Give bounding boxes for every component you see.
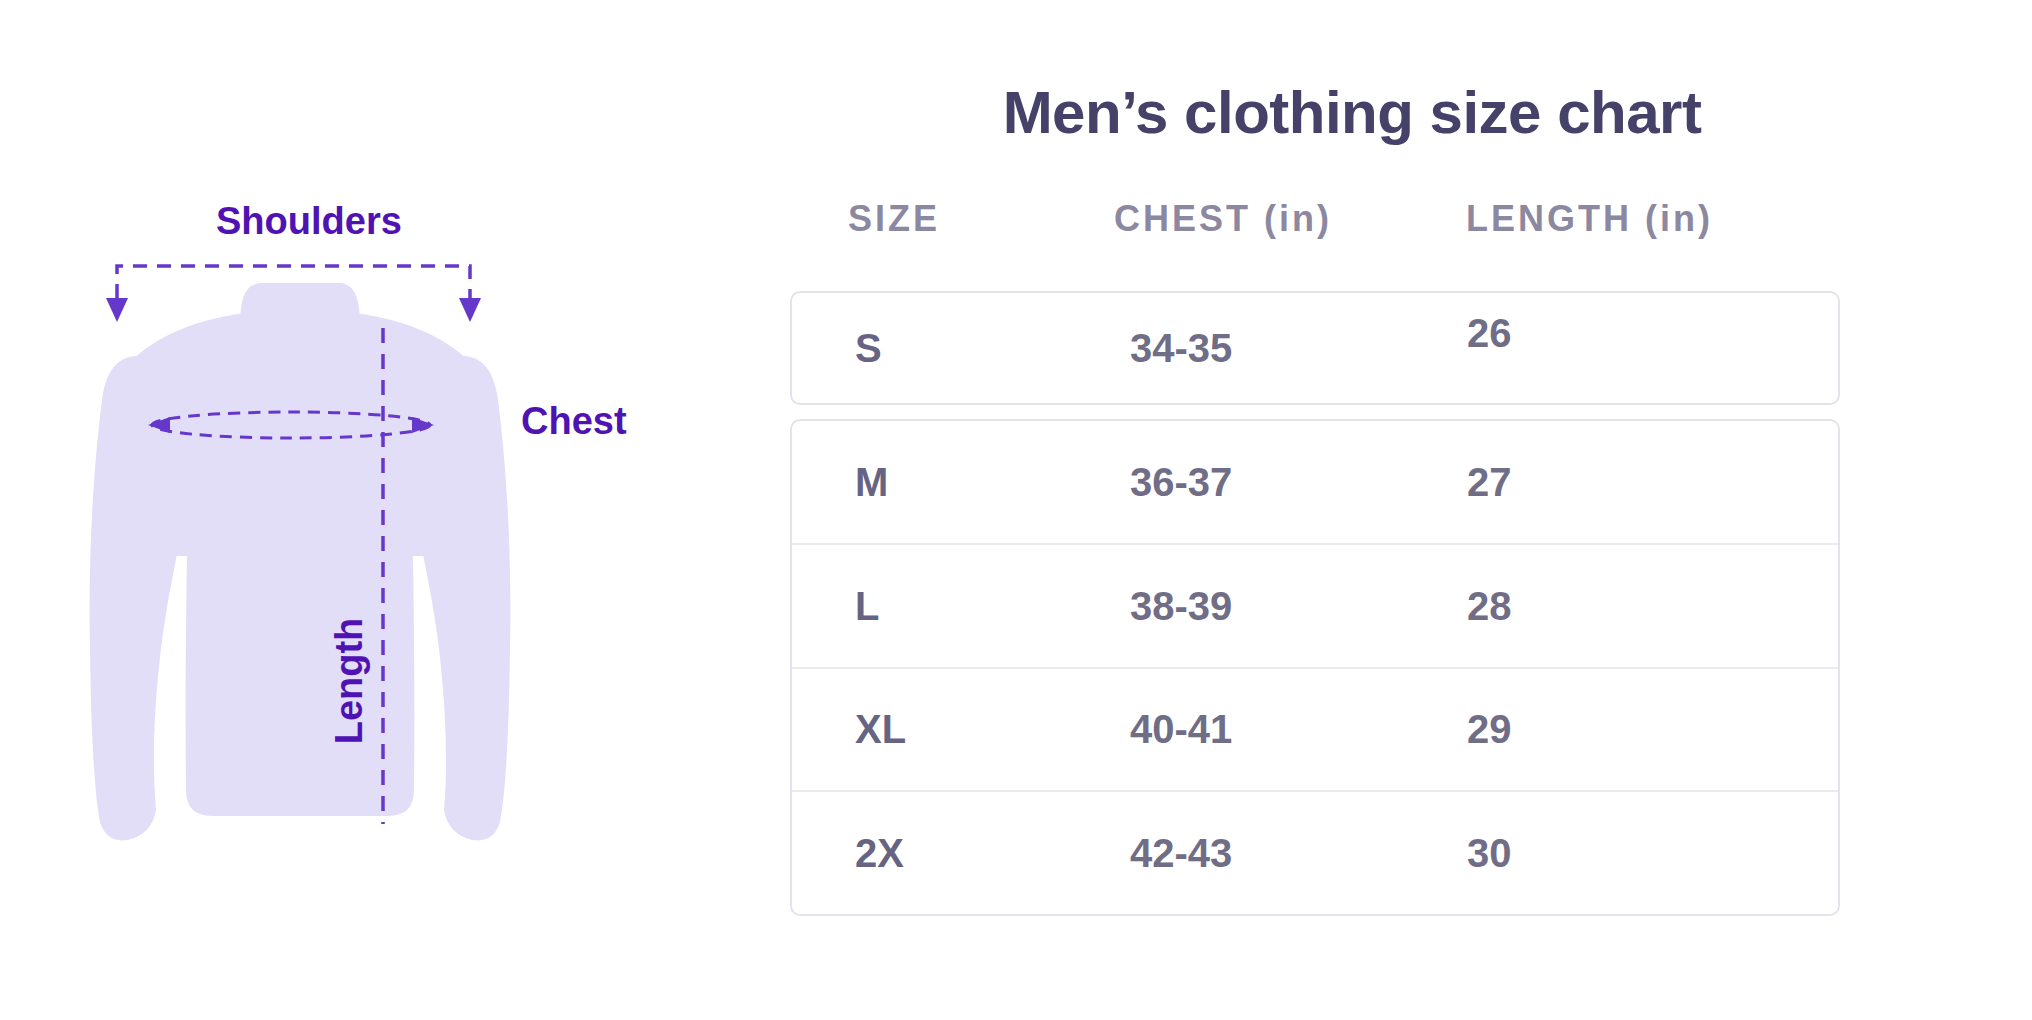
- chest-cell: 36-37: [1130, 459, 1232, 504]
- chest-cell: 42-43: [1130, 831, 1232, 876]
- length-cell: 30: [1467, 831, 1512, 876]
- shirt-illustration: [0, 0, 700, 1020]
- column-header-size: SIZE: [848, 198, 940, 240]
- table-row: S 34-35 26: [792, 293, 1838, 403]
- length-cell: 27: [1467, 459, 1512, 504]
- length-cell: 28: [1467, 583, 1512, 628]
- size-cell: XL: [855, 707, 906, 752]
- shoulders-arrowhead-right: [459, 298, 481, 322]
- chest-cell: 34-35: [1130, 326, 1232, 371]
- size-cell: S: [855, 326, 882, 371]
- column-header-chest: CHEST (in): [1114, 198, 1332, 240]
- table-row: L 38-39 28: [792, 543, 1838, 667]
- length-cell: 29: [1467, 707, 1512, 752]
- column-header-length: LENGTH (in): [1466, 198, 1713, 240]
- size-cell: 2X: [855, 831, 904, 876]
- size-cell: L: [855, 583, 879, 628]
- table-row: XL 40-41 29: [792, 667, 1838, 791]
- table-row: 2X 42-43 30: [792, 790, 1838, 914]
- length-label: Length: [328, 618, 371, 745]
- shoulders-label: Shoulders: [216, 200, 402, 243]
- chest-cell: 38-39: [1130, 583, 1232, 628]
- length-cell: 26: [1467, 311, 1512, 356]
- shirt-sleeve-right: [415, 356, 511, 841]
- size-cell: M: [855, 459, 888, 504]
- page-title: Men’s clothing size chart: [1003, 78, 1702, 147]
- shirt-torso: [186, 500, 415, 816]
- chest-cell: 40-41: [1130, 707, 1232, 752]
- shirt-sleeve-left: [90, 356, 186, 841]
- chest-label: Chest: [521, 400, 627, 443]
- size-chart-infographic: Shoulders Chest Length Men’s clothing si…: [0, 0, 2032, 1020]
- shoulders-arrowhead-left: [106, 298, 128, 322]
- table-card-first-row: S 34-35 26: [790, 291, 1840, 405]
- table-row: M 36-37 27: [792, 421, 1838, 543]
- table-card-main: M 36-37 27 L 38-39 28 XL 40-41 29 2X 42-…: [790, 419, 1840, 916]
